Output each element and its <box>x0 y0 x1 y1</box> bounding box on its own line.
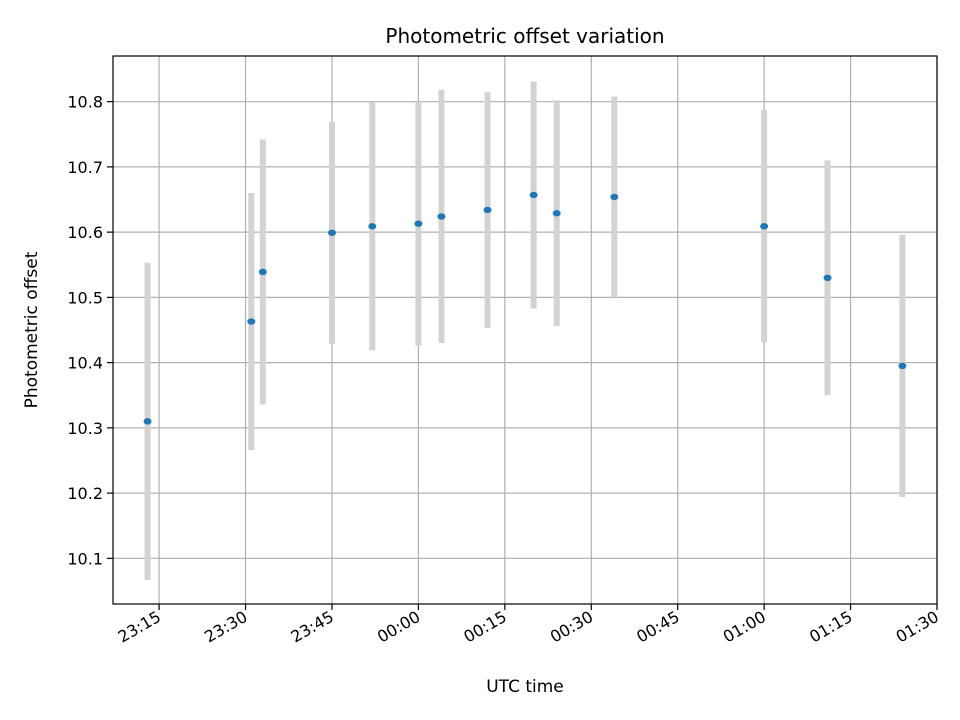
data-point <box>258 268 267 276</box>
y-tick-label: 10.4 <box>67 354 103 373</box>
y-tick-label: 10.7 <box>67 158 103 177</box>
data-point <box>368 223 377 230</box>
data-point <box>823 274 832 282</box>
y-tick-label: 10.3 <box>67 419 103 438</box>
data-point <box>327 229 336 236</box>
plot-frame <box>112 55 938 605</box>
data-point <box>143 418 152 425</box>
data-point <box>483 206 492 214</box>
y-tick-label: 10.6 <box>67 223 103 242</box>
data-points <box>143 191 907 425</box>
data-point <box>760 223 769 230</box>
data-point <box>414 220 423 227</box>
data-point <box>437 213 446 220</box>
y-tick-label: 10.1 <box>67 549 103 568</box>
y-tick-label: 10.8 <box>67 93 103 112</box>
data-point <box>610 193 619 201</box>
y-axis-title: Photometric offset <box>22 251 42 408</box>
y-axis-ticks: 10.1 10.2 10.3 10.4 10.5 10.6 10.7 10.8 <box>67 93 113 568</box>
y-tick-label: 10.5 <box>67 288 103 307</box>
chart-title: Photometric offset variation <box>385 24 664 48</box>
data-point <box>247 318 256 325</box>
y-tick-label: 10.2 <box>67 484 103 503</box>
data-point <box>898 362 907 370</box>
data-point <box>529 191 538 199</box>
data-point <box>552 210 561 217</box>
x-axis-title: UTC time <box>486 677 564 697</box>
